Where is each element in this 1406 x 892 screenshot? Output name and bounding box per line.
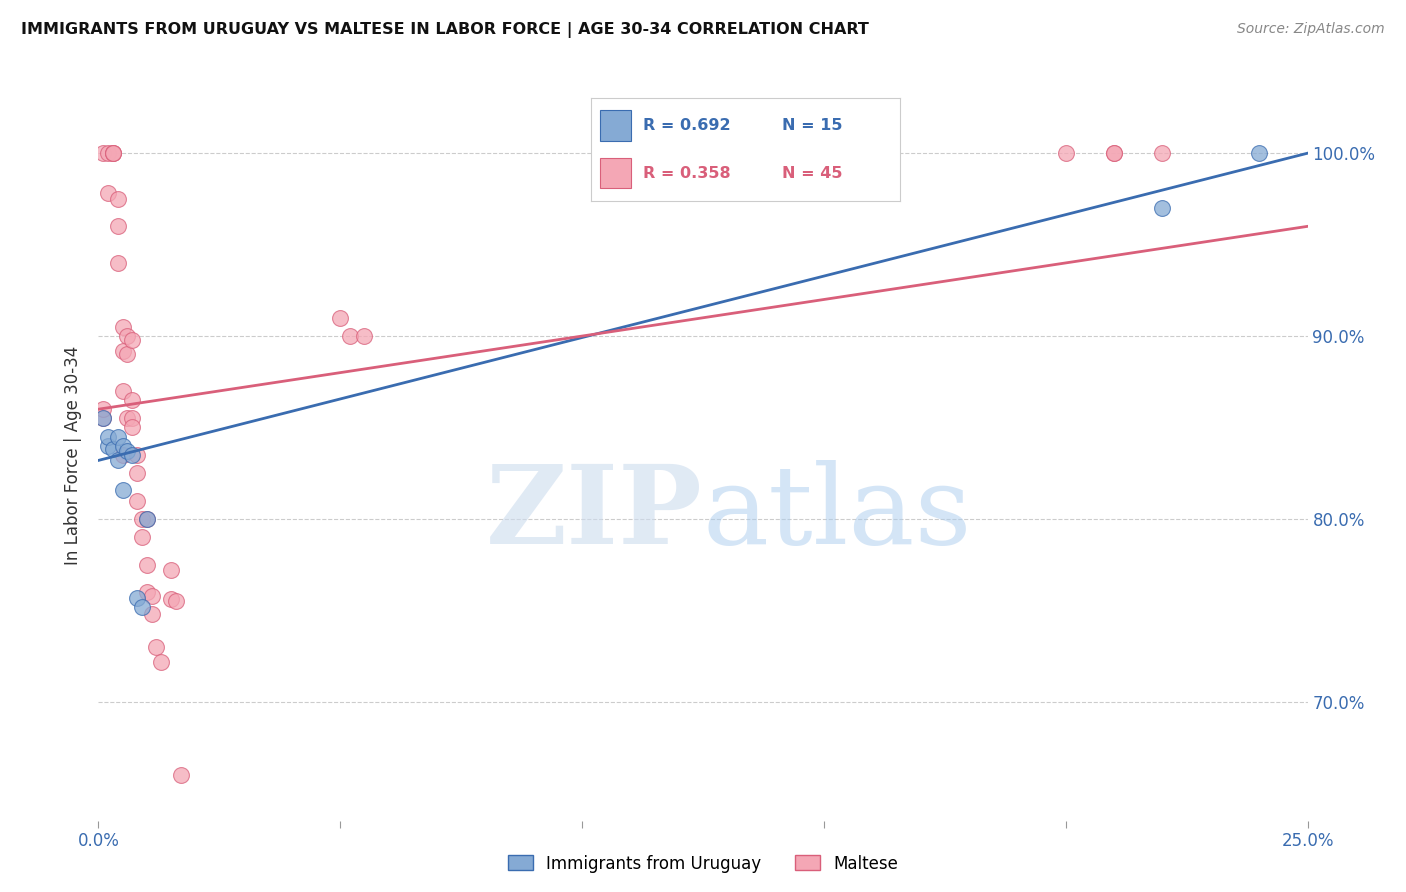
- Point: [135, 512, 157, 526]
- Point: [135, 512, 157, 526]
- Point: [1054, 146, 1077, 161]
- Point: [127, 591, 149, 605]
- Point: [111, 384, 134, 398]
- Point: [127, 467, 149, 481]
- Point: [127, 448, 149, 462]
- Point: [121, 420, 143, 434]
- Point: [117, 347, 139, 361]
- Point: [141, 607, 163, 621]
- Point: [111, 439, 134, 453]
- Point: [97, 430, 120, 444]
- Point: [1152, 146, 1174, 161]
- Point: [145, 640, 167, 654]
- Point: [353, 329, 375, 343]
- Point: [107, 430, 129, 444]
- Point: [107, 453, 129, 467]
- Point: [91, 146, 114, 161]
- Point: [135, 585, 157, 599]
- Point: [97, 146, 120, 161]
- Point: [150, 655, 173, 669]
- Point: [97, 439, 120, 453]
- Legend: Immigrants from Uruguay, Maltese: Immigrants from Uruguay, Maltese: [502, 848, 904, 880]
- Point: [101, 146, 124, 161]
- Point: [107, 192, 129, 206]
- Point: [91, 402, 114, 417]
- Point: [160, 563, 183, 577]
- Point: [127, 493, 149, 508]
- Point: [111, 483, 134, 497]
- Point: [101, 146, 124, 161]
- Point: [131, 530, 153, 544]
- Point: [111, 448, 134, 462]
- Point: [135, 558, 157, 572]
- Text: ZIP: ZIP: [486, 460, 703, 567]
- Text: IMMIGRANTS FROM URUGUAY VS MALTESE IN LABOR FORCE | AGE 30-34 CORRELATION CHART: IMMIGRANTS FROM URUGUAY VS MALTESE IN LA…: [21, 22, 869, 38]
- Point: [121, 333, 143, 347]
- Point: [329, 310, 352, 325]
- Point: [141, 589, 163, 603]
- Point: [107, 219, 129, 234]
- Text: R = 0.358: R = 0.358: [643, 166, 731, 180]
- Point: [131, 512, 153, 526]
- Point: [101, 442, 124, 457]
- Point: [165, 594, 187, 608]
- Point: [160, 592, 183, 607]
- FancyBboxPatch shape: [600, 158, 631, 188]
- Text: Source: ZipAtlas.com: Source: ZipAtlas.com: [1237, 22, 1385, 37]
- FancyBboxPatch shape: [600, 111, 631, 141]
- Y-axis label: In Labor Force | Age 30-34: In Labor Force | Age 30-34: [65, 345, 83, 565]
- Point: [121, 411, 143, 425]
- Point: [131, 599, 153, 614]
- Point: [121, 393, 143, 408]
- Point: [1102, 146, 1125, 161]
- Point: [1102, 146, 1125, 161]
- Point: [91, 411, 114, 425]
- Point: [107, 256, 129, 270]
- Text: N = 45: N = 45: [782, 166, 842, 180]
- Point: [111, 343, 134, 358]
- Point: [97, 186, 120, 201]
- Point: [117, 329, 139, 343]
- Text: atlas: atlas: [703, 460, 973, 567]
- Point: [117, 411, 139, 425]
- Point: [91, 411, 114, 425]
- Point: [117, 444, 139, 458]
- Point: [101, 146, 124, 161]
- Point: [111, 319, 134, 334]
- Point: [1152, 201, 1174, 215]
- Point: [169, 768, 191, 782]
- Point: [1249, 146, 1271, 161]
- Point: [339, 329, 361, 343]
- Text: R = 0.692: R = 0.692: [643, 119, 731, 133]
- Point: [121, 448, 143, 462]
- Text: N = 15: N = 15: [782, 119, 842, 133]
